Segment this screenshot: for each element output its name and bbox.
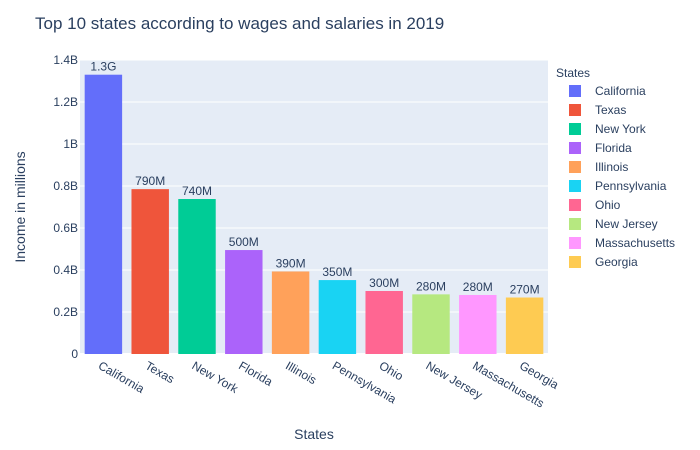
legend-item-label[interactable]: New York <box>595 122 647 136</box>
legend-item-label[interactable]: Texas <box>595 103 626 117</box>
bar-ohio[interactable] <box>365 291 403 354</box>
legend-swatch[interactable] <box>569 161 581 173</box>
chart-title: Top 10 states according to wages and sal… <box>35 14 444 33</box>
legend-item-label[interactable]: Pennsylvania <box>595 179 667 193</box>
legend-item-label[interactable]: Illinois <box>595 160 628 174</box>
y-tick-label: 0 <box>71 347 78 361</box>
bar-data-label: 300M <box>369 276 399 290</box>
bar-data-label: 390M <box>276 256 306 270</box>
y-tick-label: 1.4B <box>53 53 78 67</box>
bar-florida[interactable] <box>225 250 263 354</box>
legend-swatch[interactable] <box>569 123 581 135</box>
y-tick-label: 0.8B <box>53 179 78 193</box>
legend-item-label[interactable]: Ohio <box>595 198 621 212</box>
bar-data-label: 500M <box>229 235 259 249</box>
bar-new-jersey[interactable] <box>412 294 450 354</box>
legend-swatch[interactable] <box>569 218 581 230</box>
legend-swatch[interactable] <box>569 85 581 97</box>
bar-texas[interactable] <box>131 189 169 354</box>
bar-data-label: 350M <box>322 265 352 279</box>
bar-massachusetts[interactable] <box>459 294 497 354</box>
legend-item-label[interactable]: California <box>595 84 646 98</box>
legend-swatch[interactable] <box>569 104 581 116</box>
legend-swatch[interactable] <box>569 180 581 192</box>
bar-pennsylvania[interactable] <box>318 280 357 354</box>
x-tick-label: Illinois <box>283 358 319 387</box>
y-tick-label: 1.2B <box>53 95 78 109</box>
bars-group <box>84 74 544 354</box>
legend-swatch[interactable] <box>569 256 581 268</box>
bar-georgia[interactable] <box>505 297 544 354</box>
legend-swatch[interactable] <box>569 142 581 154</box>
bar-data-label: 280M <box>416 279 446 293</box>
y-tick-label: 0.6B <box>53 221 78 235</box>
bar-data-label: 740M <box>182 184 212 198</box>
y-tick-label: 1B <box>63 137 78 151</box>
x-tick-label: New York <box>190 358 242 396</box>
data-labels-group: 1.3G 790M 740M 500M 390M 350M 300M 280M 280M 270M <box>90 60 539 297</box>
legend-title: States <box>556 66 590 80</box>
bar-california[interactable] <box>84 74 123 354</box>
bar-data-label: 280M <box>463 280 493 294</box>
legend-item-label[interactable]: Georgia <box>595 255 638 269</box>
bar-data-label: 790M <box>135 174 165 188</box>
y-axis-title: Income in millions <box>12 151 28 262</box>
legend-item-label[interactable]: Florida <box>595 141 632 155</box>
x-tick-label: California <box>96 358 147 396</box>
legend-item-label[interactable]: New Jersey <box>595 217 658 231</box>
bar-illinois[interactable] <box>271 271 310 354</box>
legend-item-label[interactable]: Massachusetts <box>595 236 675 250</box>
y-tick-label: 0.2B <box>53 305 78 319</box>
bar-data-label: 270M <box>510 283 540 297</box>
x-tick-label: Ohio <box>377 358 406 383</box>
legend-items: California Texas New York Florida Illinois Pe… <box>569 84 675 269</box>
legend: States California Texas New York Florida Ill… <box>556 66 675 269</box>
legend-swatch[interactable] <box>569 199 581 211</box>
legend-swatch[interactable] <box>569 237 581 249</box>
y-tick-label: 0.4B <box>53 263 78 277</box>
y-axis-ticks: 0 0.2B 0.4B 0.6B 0.8B 1B 1.2B 1.4B <box>53 53 78 361</box>
x-axis-title: States <box>294 426 334 442</box>
x-tick-label: Florida <box>236 358 275 389</box>
bar-new-york[interactable] <box>178 199 216 354</box>
bar-data-label: 1.3G <box>90 60 116 74</box>
x-tick-label: Texas <box>143 358 177 386</box>
